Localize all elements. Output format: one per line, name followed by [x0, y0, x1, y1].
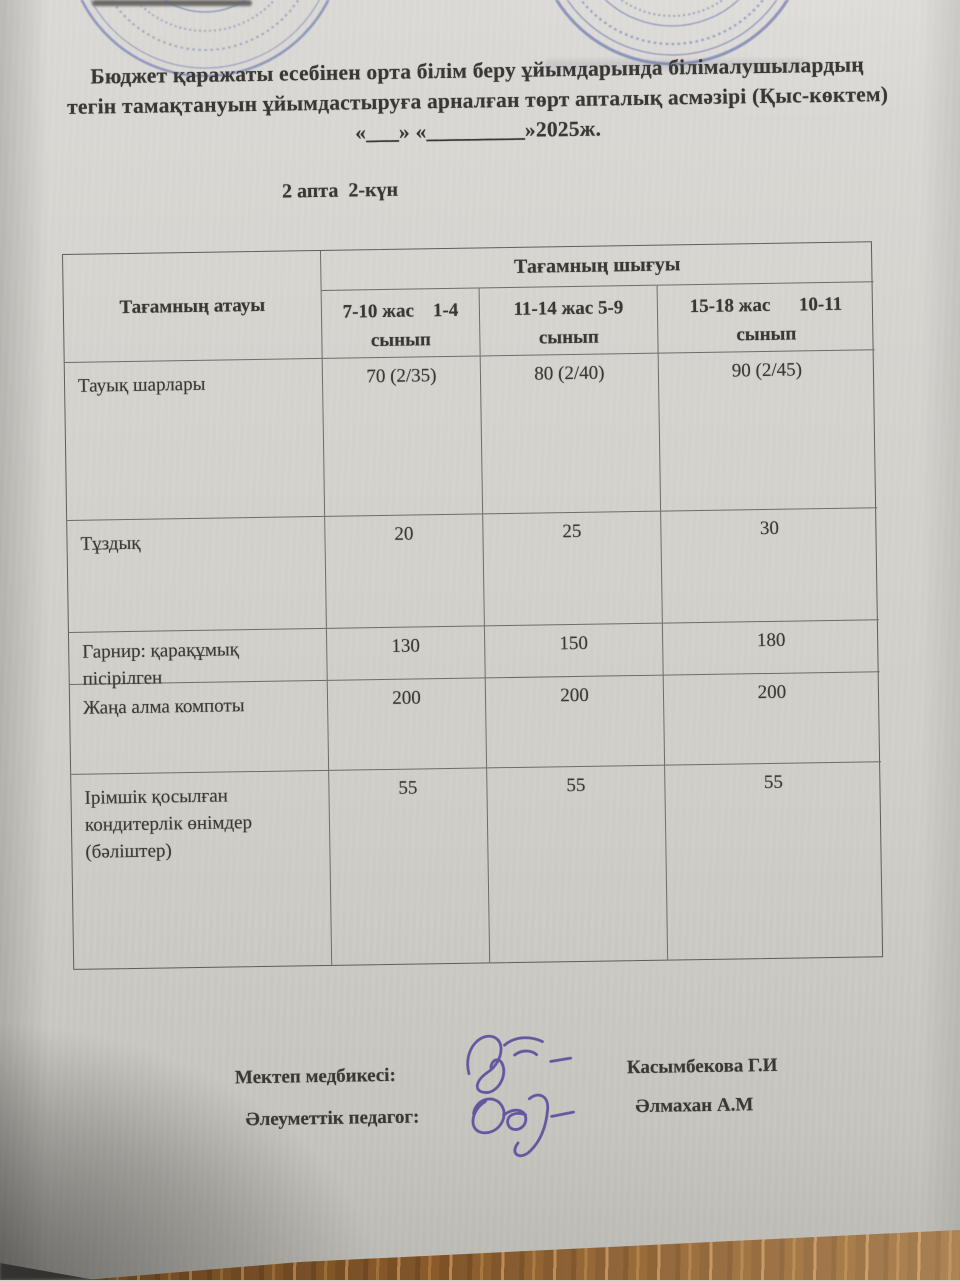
portion-cell: 30	[661, 508, 879, 624]
portion-cell: 130	[326, 626, 486, 681]
portion-cell: 90 (2/45)	[658, 350, 878, 512]
portion-cell: 55	[763, 771, 784, 794]
column-header-age-3: 15-18 жас 10-11 сынып	[657, 282, 875, 354]
signature-role-pedagog: Әлеуметтік педагог:	[245, 1106, 420, 1131]
menu-table: Тағамның атауы Тағамның шығуы 7-10 жас 1…	[62, 241, 884, 970]
dish-name-cell: Тұздық	[67, 516, 327, 633]
portion-cell: 70 (2/35)	[322, 356, 484, 517]
dish-name-cell: Жаңа алма компоты	[69, 680, 330, 775]
column-header-age-2: 11-14 жас 5-9 сынып	[479, 285, 659, 357]
faint-letterhead-smudge	[545, 60, 805, 70]
portion-cell: 55	[329, 768, 491, 965]
pedagog-signature-icon	[471, 1093, 575, 1158]
dish-name-cell: Ірімшік қосылған кондитерлік өнімдер (бә…	[71, 770, 333, 969]
column-header-age-1: 7-10 жас 1-4 сынып	[321, 288, 481, 359]
signature-name-nurse: Касымбекова Г.И	[626, 1054, 778, 1079]
document-title: Бюджет қаражаты есебінен орта білім беру…	[0, 48, 958, 153]
dish-name-cell: Тауық шарлары	[64, 358, 326, 521]
portion-cell: 25	[483, 511, 663, 627]
column-header-dish-name: Тағамның атауы	[63, 250, 323, 363]
dark-edge-top-left	[92, 0, 252, 6]
stamps-layer	[80, 0, 790, 78]
round-stamp-left-icon	[80, 0, 330, 78]
week-day-label: 2 апта 2-күн	[281, 178, 399, 203]
portion-cell: 200	[663, 672, 882, 766]
dish-name-cell: Гарнир: қарақұмық пісірілген	[68, 628, 328, 690]
round-stamp-right-icon	[554, 0, 790, 66]
portion-cell: 80 (2/40)	[480, 353, 662, 515]
portion-cell: 55	[487, 765, 669, 963]
portion-cell: 20	[325, 514, 485, 629]
signature-name-pedagog: Әлмахан А.М	[635, 1094, 754, 1118]
portion-cell: 150	[484, 623, 664, 679]
portion-cell: 200	[485, 675, 666, 769]
signature-role-nurse: Мектеп медбикесі:	[234, 1064, 396, 1089]
portion-cell: 180	[662, 620, 880, 676]
nurse-signature-icon	[466, 1034, 573, 1094]
portion-cell: 200	[327, 678, 488, 771]
